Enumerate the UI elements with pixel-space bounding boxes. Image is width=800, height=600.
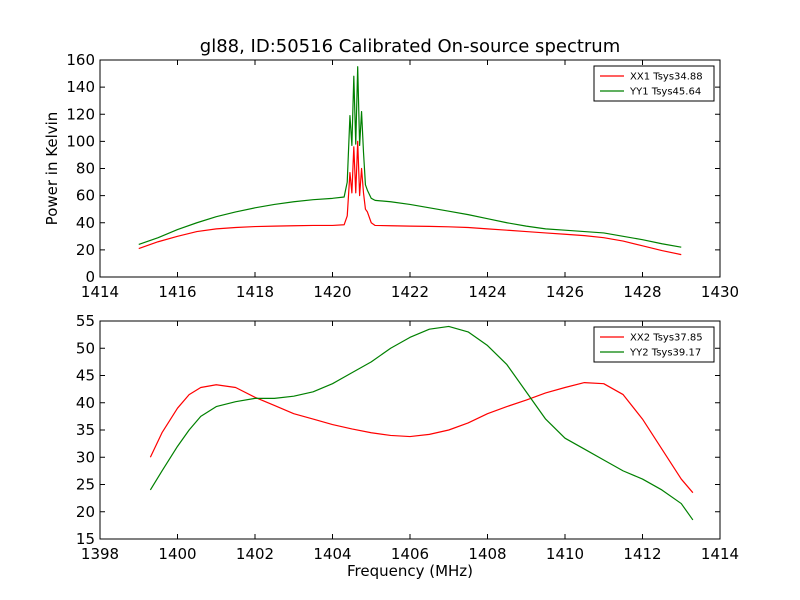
x-tick-label: 1404 bbox=[313, 545, 351, 563]
y-tick-label: 30 bbox=[76, 448, 95, 466]
y-tick-label: 50 bbox=[76, 339, 95, 357]
y-tick-label: 55 bbox=[76, 312, 95, 330]
y-tick-label: 60 bbox=[76, 187, 95, 205]
series-line-2-2 bbox=[149, 325, 694, 521]
y-tick-label: 40 bbox=[76, 394, 95, 412]
y-tick-label: 100 bbox=[66, 132, 95, 150]
legend-entry: XX1 Tsys34.88 bbox=[630, 72, 703, 83]
x-tick-label: 1398 bbox=[81, 545, 119, 563]
y-tick-label: 0 bbox=[85, 268, 95, 286]
x-tick-label: 1416 bbox=[158, 283, 196, 301]
x-tick-label: 1414 bbox=[81, 283, 119, 301]
x-tick-label: 1424 bbox=[468, 283, 506, 301]
legend-box bbox=[593, 326, 715, 363]
y-tick-label: 160 bbox=[66, 51, 95, 69]
x-tick-label: 1430 bbox=[701, 283, 739, 301]
legend-entry: YY1 Tsys45.64 bbox=[629, 87, 701, 98]
chart-title: gl88, ID:50516 Calibrated On-source spec… bbox=[200, 36, 620, 57]
y-tick-label: 20 bbox=[76, 503, 95, 521]
y-tick-label: 35 bbox=[76, 421, 95, 439]
y-tick-label: 45 bbox=[76, 367, 95, 385]
series-line-1-2 bbox=[138, 66, 682, 248]
x-tick-label: 1426 bbox=[546, 283, 584, 301]
y-tick-label: 140 bbox=[66, 78, 95, 96]
legend-2: XX2 Tsys37.85 YY2 Tsys39.17 bbox=[593, 326, 715, 363]
legend-box bbox=[593, 65, 715, 102]
y-tick-label: 15 bbox=[76, 530, 95, 548]
series-line-2-1 bbox=[149, 381, 694, 494]
legend-entry: XX2 Tsys37.85 bbox=[630, 333, 703, 344]
y-tick-label: 25 bbox=[76, 476, 95, 494]
y-tick-label: 80 bbox=[76, 160, 95, 178]
y-axis-label: Power in Kelvin bbox=[43, 112, 61, 226]
x-tick-label: 1410 bbox=[546, 545, 584, 563]
x-tick-label: 1414 bbox=[701, 545, 739, 563]
y-tick-label: 40 bbox=[76, 214, 95, 232]
x-tick-label: 1408 bbox=[468, 545, 506, 563]
x-axis-label: Frequency (MHz) bbox=[347, 562, 473, 580]
x-tick-label: 1428 bbox=[623, 283, 661, 301]
chart-panel-2: 1398 1400 1402 1404 1406 1408 1410 1412 1414 15 20… bbox=[76, 312, 739, 580]
x-tick-label: 1412 bbox=[623, 545, 661, 563]
x-tick-label: 1422 bbox=[391, 283, 429, 301]
y-tick-label: 120 bbox=[66, 105, 95, 123]
chart-panel-1: 1414 1416 1418 1420 1422 1424 1426 1428 1430 0 20 4… bbox=[43, 36, 739, 301]
series-line-1-1 bbox=[138, 140, 682, 256]
y-tick-label: 20 bbox=[76, 241, 95, 259]
x-tick-label: 1420 bbox=[313, 283, 351, 301]
legend-1: XX1 Tsys34.88 YY1 Tsys45.64 bbox=[593, 65, 715, 102]
x-tick-label: 1418 bbox=[236, 283, 274, 301]
x-tick-label: 1406 bbox=[391, 545, 429, 563]
x-tick-label: 1400 bbox=[158, 545, 196, 563]
legend-entry: YY2 Tsys39.17 bbox=[629, 348, 701, 359]
x-tick-label: 1402 bbox=[236, 545, 274, 563]
